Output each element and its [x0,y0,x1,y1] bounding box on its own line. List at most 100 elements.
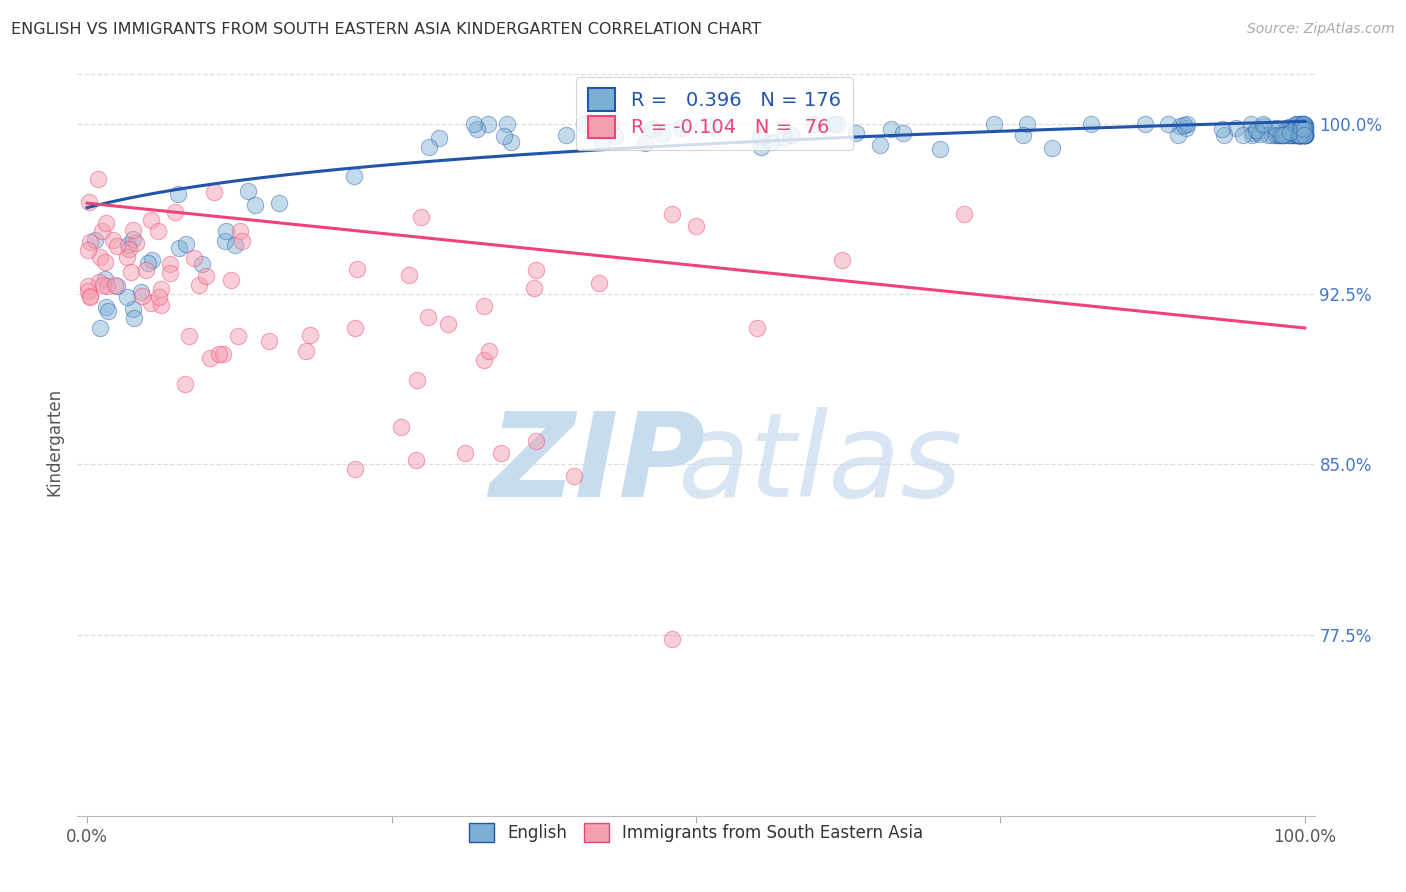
Point [1291,120,1313,135]
Point [1292,125,1315,139]
Point [1286,128,1309,142]
Point [1294,128,1316,142]
Point [1281,122,1303,136]
Point [1278,128,1301,142]
Point [1241,126,1264,140]
Point [115,251,138,265]
Point [1294,122,1316,136]
Point [1294,121,1316,136]
Point [406,373,429,387]
Point [79,289,101,303]
Point [224,238,246,252]
Point [1012,128,1035,143]
Point [86,172,108,186]
Point [173,376,195,391]
Point [167,186,190,201]
Point [1288,123,1310,137]
Point [343,321,366,335]
Point [1289,120,1312,134]
Point [1278,125,1301,139]
Point [1213,128,1236,142]
Point [427,131,450,145]
Point [1175,117,1198,131]
Point [1289,123,1312,137]
Point [208,346,231,360]
Point [1291,128,1313,142]
Point [591,136,613,150]
Point [1285,125,1308,139]
Point [1285,117,1308,131]
Text: atlas: atlas [678,407,962,521]
Point [891,126,914,140]
Point [1291,123,1313,137]
Point [231,234,253,248]
Point [1285,128,1308,142]
Point [1289,128,1312,142]
Point [1294,128,1316,142]
Point [101,234,124,248]
Point [94,254,117,268]
Point [183,252,205,266]
Point [499,135,522,149]
Point [600,117,623,131]
Point [1156,117,1178,131]
Point [136,256,159,270]
Point [77,285,100,299]
Point [219,273,242,287]
Point [1292,121,1315,136]
Point [661,207,683,221]
Point [117,238,139,252]
Point [214,224,236,238]
Point [523,281,546,295]
Point [477,117,499,131]
Point [1292,125,1315,139]
Point [1294,128,1316,142]
Point [1281,128,1303,142]
Point [1225,120,1247,135]
Text: ENGLISH VS IMMIGRANTS FROM SOUTH EASTERN ASIA KINDERGARTEN CORRELATION CHART: ENGLISH VS IMMIGRANTS FROM SOUTH EASTERN… [11,22,762,37]
Point [751,140,773,154]
Point [159,266,181,280]
Point [983,117,1005,131]
Point [121,223,143,237]
Point [1257,128,1279,142]
Point [1294,118,1316,132]
Point [1289,128,1312,142]
Point [150,282,173,296]
Point [463,117,485,131]
Point [1288,128,1310,142]
Point [524,263,547,277]
Point [243,198,266,212]
Point [589,124,612,138]
Point [1261,128,1284,142]
Point [107,239,129,253]
Point [1282,128,1305,142]
Point [141,213,163,227]
Point [436,318,458,332]
Point [187,277,209,292]
Point [1253,119,1275,133]
Point [1080,117,1102,131]
Point [831,252,853,267]
Point [1292,119,1315,133]
Point [1284,123,1306,137]
Point [1294,128,1316,142]
Point [1289,128,1312,142]
Point [1278,120,1301,135]
Point [496,117,519,131]
Point [165,205,187,219]
Point [1267,128,1289,142]
Point [148,224,170,238]
Point [1294,128,1316,142]
Point [1271,128,1294,142]
Point [1240,117,1263,131]
Point [524,434,547,448]
Point [1294,117,1316,131]
Point [748,130,770,145]
Point [122,311,145,326]
Point [1271,128,1294,142]
Point [174,236,197,251]
Point [869,138,891,153]
Point [669,121,692,136]
Point [77,243,100,257]
